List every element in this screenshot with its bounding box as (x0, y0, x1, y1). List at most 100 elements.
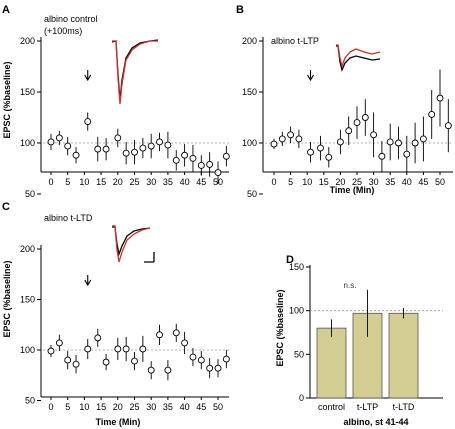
down-arrow-icon (307, 70, 314, 82)
panel-b-point (370, 131, 378, 139)
panel-b-xtick-label: 20 (335, 177, 345, 187)
panel-d-plot: 0 50 100 150 control t-LTP t-LTD (289, 262, 443, 412)
panel-a-point (122, 149, 130, 157)
panel-c-point (197, 356, 205, 364)
panel-b-point (378, 152, 386, 160)
panel-b-ytick-label: 100 (242, 138, 257, 148)
panel-a-point (94, 145, 102, 153)
panel-c-xlabel: Time (Min) (96, 417, 141, 427)
panel-c-point (55, 339, 63, 347)
panel-c-xtick-label: 45 (196, 402, 206, 412)
panel-c-label: C (2, 201, 10, 213)
panel-a-point (147, 142, 155, 150)
panel-a-ytick-label: 100 (20, 138, 35, 148)
panel-b-point (345, 127, 353, 135)
panel-b-point (287, 131, 295, 139)
panel-a-xtick-label: 0 (48, 177, 53, 187)
panel-b-xtick-label: 50 (435, 177, 445, 187)
panel-c-plot: 50 100 150 200 0 5 10 15 20 25 30 35 40 45 50 (20, 244, 230, 412)
panel-d-ytick-label: 100 (289, 306, 304, 316)
panel-b-point (336, 138, 344, 146)
panel-a-point (222, 152, 230, 160)
panel-c-point (172, 329, 180, 337)
panel-d-category-label: t-LTD (393, 402, 415, 412)
panel-b-xtick-label: 15 (319, 177, 329, 187)
panel-b-point (295, 135, 303, 143)
panel-d-label: D (286, 254, 294, 266)
panel-a-ylabel: EPSC (%baseline) (2, 61, 12, 138)
panel-b-xtick-label: 0 (271, 177, 276, 187)
panel-c-title: albino t-LTD (44, 213, 93, 223)
panel-c: C albino t-LTD EPSC (%baseline) Time (Mi… (2, 201, 230, 427)
panel-a-subtitle: (+100ms) (44, 26, 82, 36)
panel-c-point (156, 331, 164, 339)
panel-a-point (47, 138, 55, 146)
panel-c-point (147, 366, 155, 374)
panel-c-point (131, 357, 138, 365)
panel-c-point (114, 345, 122, 353)
panel-c-xtick-label: 15 (96, 402, 106, 412)
panel-a-point (181, 151, 189, 159)
panel-b-point (419, 135, 427, 143)
panel-a-ytick-label: 150 (20, 87, 35, 97)
panel-c-xtick-label: 35 (163, 402, 173, 412)
panel-d-ytick-label: 0 (299, 393, 304, 403)
panel-a-point (139, 144, 147, 152)
panel-d-annotation: n.s. (344, 281, 357, 290)
panel-b-point (270, 140, 278, 148)
panel-c-xtick-label: 0 (48, 402, 53, 412)
panel-d-xlabel: albino, st 41-44 (343, 417, 408, 427)
panel-b-xtick-label: 10 (302, 177, 312, 187)
panel-d: D EPSC (%baseline) albino, st 41-44 n.s.… (275, 254, 443, 427)
panel-d-bar-t-ltd (388, 312, 419, 399)
panel-c-xtick-label: 10 (79, 402, 89, 412)
panel-b-point (317, 144, 324, 152)
panel-a-ytick-label: 50 (25, 189, 35, 199)
panel-a-point (164, 141, 172, 149)
panel-a-xtick-label: 45 (196, 177, 206, 187)
down-arrow-icon (84, 275, 92, 287)
panel-c-xtick-label: 40 (180, 402, 190, 412)
panel-a-point (72, 151, 80, 159)
panel-b-point (444, 122, 452, 130)
panel-c-point (94, 334, 102, 342)
panel-c-ytick-label: 200 (20, 244, 35, 254)
panel-a-point (197, 161, 205, 169)
panel-c-point (206, 364, 214, 372)
panel-c-ylabel: EPSC (%baseline) (2, 260, 12, 337)
panel-b-ytick-label: 200 (242, 36, 257, 46)
panel-c-xtick-label: 30 (146, 402, 156, 412)
panel-d-bar-control (316, 327, 347, 399)
panel-a-point (64, 142, 72, 150)
panel-a-title: albino control (44, 14, 98, 24)
panel-a-xtick-label: 30 (146, 177, 156, 187)
panel-c-point (102, 358, 110, 366)
panel-c-point (164, 366, 172, 374)
panel-a-xtick-label: 25 (129, 177, 139, 187)
panel-a-point (114, 134, 122, 142)
panel-a-xtick-label: 5 (65, 177, 70, 187)
panel-c-xtick-label: 50 (213, 402, 223, 412)
panel-a-point (172, 156, 180, 164)
panel-a-ytick-label: 200 (20, 36, 35, 46)
panel-a-point (84, 118, 92, 126)
panel-b-xlabel: Time (Min) (330, 185, 375, 195)
panel-b-point (403, 150, 411, 158)
panel-b-plot: 50 100 150 200 0 5 10 15 20 25 30 35 40 45 50 (242, 36, 453, 199)
panel-b-point (325, 153, 333, 161)
panel-b-point (353, 119, 361, 127)
panel-c-point (122, 345, 130, 353)
panel-c-xtick-label: 20 (113, 402, 123, 412)
panel-c-point (72, 360, 80, 368)
panel-a-point (131, 148, 138, 156)
panel-a-xtick-label: 35 (163, 177, 173, 187)
panel-a-xtick-label: 10 (79, 177, 89, 187)
panel-b-xtick-label: 5 (288, 177, 293, 187)
panel-a-xtick-label: 40 (180, 177, 190, 187)
panel-a-xtick-label: 15 (96, 177, 106, 187)
panel-a-point (189, 154, 197, 162)
panel-c-point (84, 345, 92, 353)
panel-b-ytick-label: 50 (247, 189, 257, 199)
